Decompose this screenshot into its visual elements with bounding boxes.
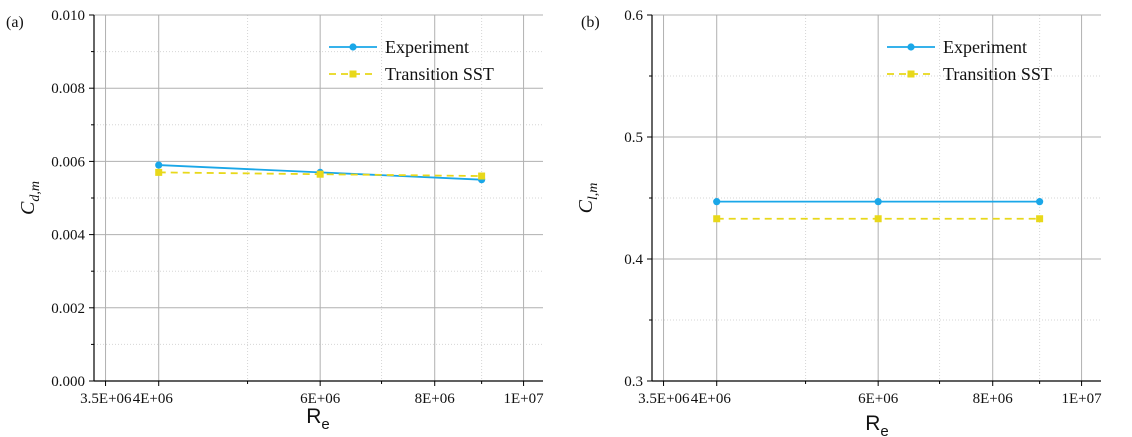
y-tick-label: 0.008 bbox=[51, 81, 85, 97]
legend-label: Transition SST bbox=[385, 64, 494, 84]
data-point bbox=[155, 161, 163, 169]
data-point bbox=[478, 172, 486, 180]
x-tick-label: 4E+06 bbox=[691, 391, 732, 407]
x-tick-label: 3.5E+06 bbox=[638, 391, 690, 407]
y-tick-label: 0.6 bbox=[624, 8, 643, 24]
data-point bbox=[1036, 215, 1044, 223]
x-axis-label-sub: e bbox=[321, 416, 329, 433]
x-axis-label-main: R bbox=[306, 405, 321, 428]
x-tick-label: 1E+07 bbox=[1062, 391, 1103, 407]
data-point bbox=[713, 215, 721, 223]
x-tick-label: 1E+07 bbox=[504, 391, 545, 407]
legend-label: Transition SST bbox=[943, 64, 1052, 84]
legend-label: Experiment bbox=[943, 37, 1027, 57]
x-tick-label: 6E+06 bbox=[858, 391, 899, 407]
data-point bbox=[713, 198, 721, 206]
chart-panel-a: 0.000 0.002 0.004 0.006 0.008 0.010 3.5E+06 4E+… bbox=[6, 8, 544, 433]
x-tick-label: 4E+06 bbox=[133, 391, 174, 407]
legend-marker bbox=[907, 70, 915, 78]
y-tick-label: 0.000 bbox=[51, 374, 85, 390]
y-tick-label: 0.010 bbox=[51, 8, 85, 24]
y-tick-label: 0.002 bbox=[51, 301, 85, 317]
x-axis-label-sub: e bbox=[880, 423, 888, 437]
legend-marker bbox=[907, 43, 915, 51]
y-axis-label-main: C bbox=[17, 201, 39, 215]
x-axis-label-main: R bbox=[865, 412, 880, 435]
legend-marker bbox=[349, 70, 357, 78]
legend-label: Experiment bbox=[385, 37, 469, 57]
y-tick-label: 0.006 bbox=[51, 154, 85, 170]
y-axis-label: Cl,m bbox=[575, 183, 601, 214]
data-point bbox=[874, 198, 882, 206]
data-point bbox=[874, 215, 882, 223]
chart-panel-b: 0.3 0.4 0.5 0.6 3.5E+06 4E+06 6E+06 8E+06 1E+07 (… bbox=[575, 8, 1102, 437]
y-tick-label: 0.004 bbox=[51, 228, 85, 244]
data-point bbox=[155, 168, 163, 176]
x-tick-label: 6E+06 bbox=[300, 391, 341, 407]
y-axis-label: Cd,m bbox=[17, 181, 43, 215]
x-axis-label: Re bbox=[865, 412, 889, 437]
x-tick-label: 8E+06 bbox=[415, 391, 456, 407]
x-tick-label: 3.5E+06 bbox=[80, 391, 132, 407]
data-point bbox=[316, 170, 324, 178]
y-tick-label: 0.5 bbox=[624, 130, 643, 146]
y-axis-label-main: C bbox=[575, 199, 597, 213]
y-tick-label: 0.3 bbox=[624, 374, 643, 390]
y-axis-label-sub: d,m bbox=[28, 181, 43, 202]
x-tick-label: 8E+06 bbox=[973, 391, 1014, 407]
y-tick-label: 0.4 bbox=[624, 252, 643, 268]
x-axis-label: Re bbox=[306, 405, 330, 433]
panel-label: (b) bbox=[581, 14, 600, 31]
data-point bbox=[1036, 198, 1044, 206]
legend-marker bbox=[349, 43, 357, 51]
panel-label: (a) bbox=[6, 14, 24, 31]
y-axis-label-sub: l,m bbox=[586, 183, 601, 201]
